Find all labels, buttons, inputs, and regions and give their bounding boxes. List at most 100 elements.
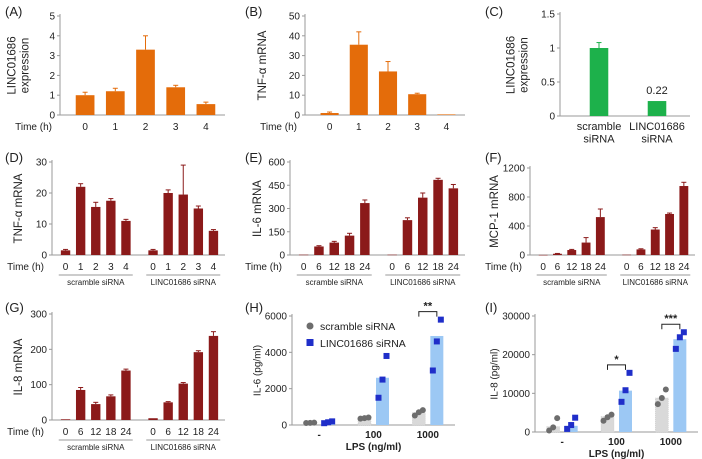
- x-tick-label: 0: [82, 122, 88, 133]
- bar: [166, 87, 186, 115]
- y-tick-label: 4000: [265, 348, 288, 359]
- y-tick-label: 0: [549, 112, 555, 123]
- x-tick-label: 3: [108, 262, 114, 273]
- y-tick-label: 20: [36, 189, 48, 200]
- y-axis-title: TNF-α mRNA: [257, 30, 269, 100]
- bar: [418, 197, 428, 255]
- scramble-point: [662, 386, 669, 393]
- x-tick-label: 24: [595, 262, 607, 273]
- bar: [589, 48, 609, 116]
- x-tick-label: 18: [344, 262, 356, 273]
- panel-label: (D): [5, 150, 23, 165]
- x-tick-label: 18: [105, 427, 117, 438]
- bar-linc: [430, 335, 444, 425]
- bar: [622, 254, 632, 256]
- x-tick-label: 1: [78, 262, 84, 273]
- linc-point: [383, 352, 390, 359]
- bar: [178, 194, 188, 255]
- y-tick-label: 10000: [502, 389, 530, 400]
- x-tick-label: 0: [150, 262, 156, 273]
- panel-label: (E): [245, 150, 262, 165]
- x-tick-label: 24: [359, 262, 371, 273]
- x-tick-label: 12: [650, 262, 662, 273]
- bar: [121, 220, 131, 255]
- x-tick-label: 4: [211, 262, 217, 273]
- bar: [320, 113, 339, 115]
- bar: [75, 389, 86, 420]
- bar-linc: [376, 377, 389, 425]
- x-tick-label: 6: [78, 427, 84, 438]
- y-axis-title-group: TNF-α mRNA: [257, 30, 269, 100]
- panel-B: (B) TNF-α mRNA 0 10 20 30 40 50 0 1 2 3 4 Time (h): [245, 4, 465, 133]
- y-tick-label: 0: [279, 251, 285, 262]
- x-tick-label: -: [560, 437, 563, 448]
- x-tick-label: 2: [385, 122, 391, 133]
- y-axis-title: LINC01686: [6, 36, 18, 94]
- x-tick-label: 24: [448, 262, 460, 273]
- y-tick-label: 0: [41, 251, 47, 262]
- y-axis-title-group: IL-8 mRNA: [13, 338, 25, 395]
- x-tick-label: 2: [143, 122, 149, 133]
- bar: [163, 193, 173, 255]
- x-tick-label: 0: [389, 262, 395, 273]
- x-tick-label: 100: [365, 430, 382, 441]
- bar: [105, 91, 125, 115]
- x-tick-label: 4: [203, 122, 209, 133]
- y-tick-label: 5: [49, 12, 55, 23]
- y-tick-label: 0.5: [541, 78, 555, 89]
- legend-scramble-marker: [306, 322, 314, 330]
- y-tick-label: 100: [30, 380, 47, 391]
- significance-bracket: [661, 323, 681, 330]
- x-tick-label: 3: [414, 122, 420, 133]
- x-tick-label: 12: [329, 262, 341, 273]
- y-axis-title: TNF-α mRNA: [13, 173, 25, 243]
- linc-point: [572, 414, 579, 421]
- bar: [163, 402, 173, 420]
- bar: [437, 114, 456, 115]
- bar: [314, 246, 324, 255]
- linc-point: [618, 398, 625, 405]
- scramble-point: [550, 424, 557, 431]
- x-tick-label: 0: [63, 262, 69, 273]
- bar: [433, 179, 443, 255]
- linc-point: [379, 376, 386, 383]
- x-tick-label: 1: [113, 122, 119, 133]
- x-tick-label: 24: [120, 427, 132, 438]
- y-tick-label: 20000: [502, 350, 530, 361]
- y-tick-label: 400: [508, 222, 525, 233]
- y-tick-label: 1: [549, 44, 555, 55]
- panel-label: (H): [245, 300, 263, 315]
- panel-label: (C): [485, 4, 503, 19]
- y-axis-title: IL-8 (pg/ml): [490, 348, 501, 399]
- y-tick-label: 1.5: [541, 10, 555, 21]
- scramble-point: [654, 401, 661, 408]
- y-axis-title: MCP-1 mRNA: [489, 175, 501, 248]
- y-axis-title: LINC01686: [505, 36, 517, 94]
- y-tick-label: 300: [30, 310, 47, 321]
- x-tick-label: 3: [173, 122, 179, 133]
- significance-bracket: [607, 364, 626, 370]
- y-axis-title-group: IL-8 (pg/ml): [490, 348, 501, 399]
- x-tick-label: -: [317, 430, 320, 441]
- y-axis-title: IL-6 mRNA: [252, 180, 264, 237]
- panel-label: (F): [485, 150, 502, 165]
- y-tick-label: 20: [289, 71, 301, 82]
- bar: [387, 254, 397, 256]
- bar: [636, 249, 646, 255]
- y-axis-title: expression: [519, 37, 531, 93]
- x-tick-label: 6: [405, 262, 411, 273]
- scramble-point: [600, 417, 607, 424]
- panel-label: (B): [245, 4, 262, 19]
- y-axis-title-group: IL-6 mRNA: [252, 180, 264, 237]
- bar: [148, 250, 158, 255]
- scramble-point: [411, 412, 418, 419]
- y-axis-title-group: TNF-α mRNA: [13, 173, 25, 243]
- y-tick-label: 1: [49, 91, 55, 102]
- bar: [553, 253, 562, 255]
- x-tick-label: 12: [566, 262, 578, 273]
- x-tick-label: 12: [178, 427, 190, 438]
- significance-bracket: [418, 311, 438, 317]
- x-tick-label: 12: [90, 427, 102, 438]
